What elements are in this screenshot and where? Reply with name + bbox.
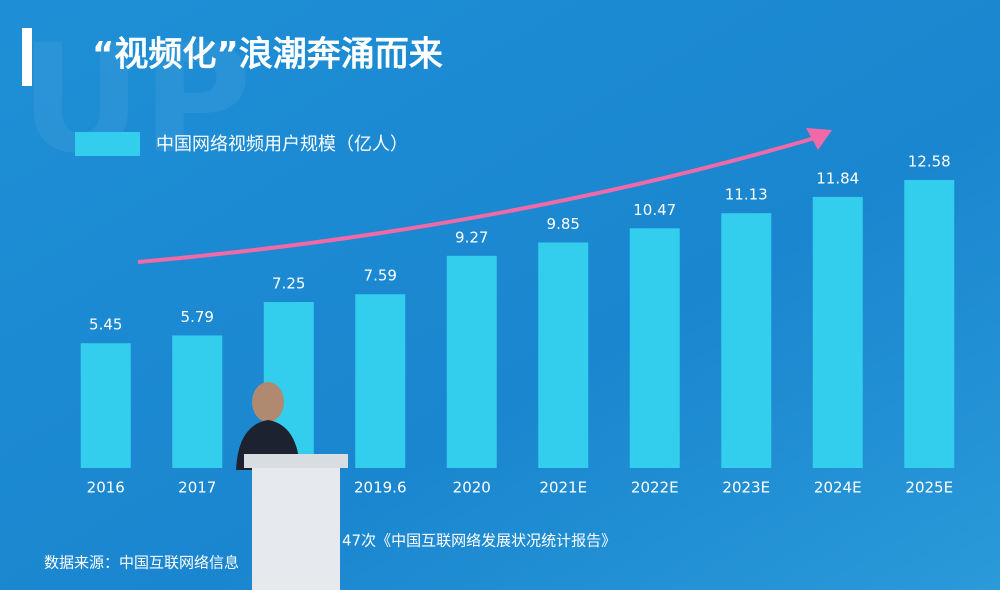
value-label: 7.59 (364, 267, 397, 285)
x-tick-label: 2022E (631, 479, 679, 497)
value-label: 10.47 (633, 201, 676, 219)
x-tick-label: 2019.6 (354, 479, 407, 497)
source-text: 47次《中国互联网络发展状况统计报告》 (342, 532, 616, 550)
value-label: 11.84 (816, 169, 859, 187)
x-tick-label: 2020 (453, 479, 491, 497)
bar (172, 335, 223, 468)
x-tick-label: 2017 (178, 479, 216, 497)
legend-swatch (75, 132, 140, 156)
value-label: 5.45 (89, 316, 122, 334)
x-tick-label: 2025E (905, 479, 953, 497)
value-label: 12.58 (908, 153, 951, 171)
trend-arrowhead (806, 128, 832, 150)
bar (812, 196, 863, 469)
bar (538, 242, 589, 468)
trend-arrow (137, 136, 816, 264)
speaker-head (252, 382, 284, 422)
source-text: 数据来源：中国互联网络信息 (44, 554, 239, 572)
value-label: 7.25 (272, 275, 305, 293)
podium-top (244, 454, 348, 468)
value-label: 9.85 (547, 215, 580, 233)
chart-title: “视频化”浪潮奔涌而来 (92, 35, 443, 75)
value-label: 5.79 (181, 308, 214, 326)
title-accent (22, 28, 32, 86)
value-label: 9.27 (455, 228, 488, 246)
plot: 5.4520165.7920177.2520187.592019.69.2720… (80, 153, 955, 497)
bar (80, 343, 131, 468)
legend-label: 中国网络视频用户规模（亿人） (156, 134, 408, 155)
bar (904, 180, 955, 468)
x-tick-label: 2023E (722, 479, 770, 497)
bar (721, 213, 772, 468)
value-label: 11.13 (725, 186, 768, 204)
bar (355, 294, 406, 468)
x-tick-label: 2016 (87, 479, 125, 497)
speaker (236, 382, 348, 590)
podium (252, 468, 340, 590)
x-tick-label: 2021E (539, 479, 587, 497)
bar (629, 228, 680, 468)
x-tick-label: 2024E (814, 479, 862, 497)
bar (446, 255, 497, 468)
bg-decoration: UP (20, 13, 252, 187)
